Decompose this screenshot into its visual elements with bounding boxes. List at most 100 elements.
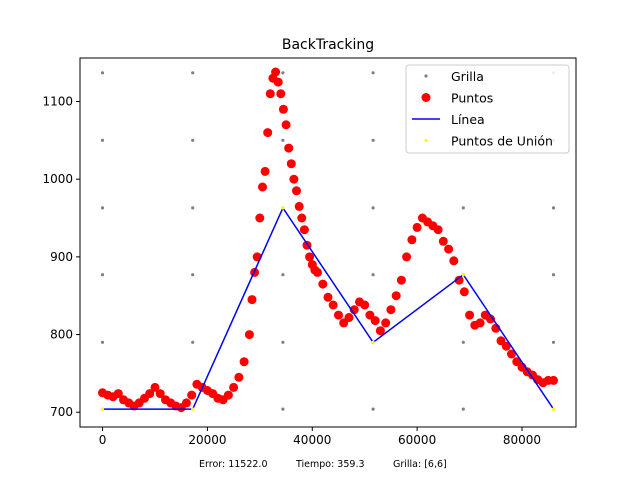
- x-tick-label: 40000: [293, 433, 331, 447]
- data-point: [386, 305, 396, 315]
- grid-point: [371, 407, 375, 411]
- legend-box: [405, 64, 570, 154]
- data-point: [407, 235, 417, 245]
- data-point: [507, 349, 516, 359]
- x-tick-label: 60000: [398, 433, 436, 447]
- data-point: [459, 287, 469, 297]
- joint-point: [191, 407, 195, 411]
- data-point: [263, 128, 273, 138]
- grid-point: [281, 340, 285, 344]
- data-point: [323, 292, 333, 302]
- grid-point: [281, 71, 285, 75]
- data-point: [258, 182, 267, 192]
- data-point: [475, 318, 485, 328]
- grid-point: [100, 206, 105, 210]
- data-point: [281, 120, 291, 130]
- data-point: [145, 389, 155, 399]
- data-point: [234, 372, 244, 382]
- grid-point: [371, 138, 375, 142]
- data-point: [449, 256, 459, 266]
- footer-time: Tiempo: 359.3: [295, 459, 365, 470]
- grid-point: [371, 273, 375, 277]
- grid-point: [371, 206, 375, 210]
- data-point: [381, 318, 391, 328]
- data-point: [444, 244, 454, 254]
- grid-point: [100, 340, 105, 344]
- y-tick-label: 700: [50, 405, 73, 419]
- grid-point: [281, 273, 285, 277]
- data-point: [549, 375, 558, 385]
- grid-point: [551, 206, 556, 210]
- data-point: [292, 186, 301, 196]
- data-point: [396, 275, 406, 285]
- data-point: [155, 389, 165, 399]
- data-point: [244, 330, 254, 340]
- data-point: [276, 89, 286, 99]
- axes: 0 20000 40000 60000 80000 700 800 900 1000 1100: [42, 95, 541, 447]
- data-point: [360, 300, 370, 310]
- series-line: [102, 206, 555, 410]
- footer-error: Error: 11522.0: [199, 459, 268, 470]
- grid-point: [461, 340, 465, 344]
- data-point: [286, 159, 296, 169]
- data-point: [223, 390, 233, 400]
- grid-point: [461, 407, 465, 411]
- data-point: [313, 267, 322, 277]
- grid-point: [551, 273, 556, 277]
- joint-point: [371, 340, 375, 344]
- joint-point: [461, 273, 465, 277]
- legend-label: Puntos de Unión: [451, 134, 553, 149]
- data-point: [375, 326, 385, 336]
- grid-point: [371, 71, 375, 75]
- legend: Grilla Puntos Línea Puntos de Unión: [405, 64, 570, 154]
- data-point: [334, 310, 343, 320]
- grid-point: [191, 340, 195, 344]
- legend-marker: [421, 93, 431, 102]
- legend-marker: [424, 138, 428, 143]
- legend-label: Puntos: [451, 91, 493, 106]
- data-point: [433, 225, 443, 235]
- x-tick-label: 20000: [188, 433, 226, 447]
- data-point: [273, 77, 283, 87]
- plot-area: [98, 67, 558, 413]
- data-point: [318, 279, 328, 289]
- data-point: [328, 300, 338, 310]
- data-point: [299, 225, 309, 235]
- grid-point: [281, 138, 285, 142]
- grid-point: [191, 71, 195, 75]
- legend-label: Grilla: [451, 69, 484, 84]
- data-point: [271, 67, 281, 77]
- data-point: [278, 104, 288, 114]
- grid-point: [191, 273, 195, 277]
- y-tick-label: 800: [50, 328, 73, 342]
- data-point: [113, 389, 123, 399]
- data-point: [501, 341, 511, 351]
- data-point: [412, 222, 422, 232]
- grid-point: [191, 206, 195, 210]
- data-point: [255, 213, 265, 223]
- x-tick-label: 0: [99, 433, 107, 447]
- data-point: [465, 310, 475, 320]
- footer-grid: Grilla: [6,6]: [393, 459, 447, 470]
- data-point: [370, 316, 380, 326]
- data-point: [229, 382, 239, 392]
- plot-frame: [79, 57, 577, 428]
- data-point: [260, 166, 270, 176]
- data-point: [289, 174, 299, 184]
- x-tick-label: 80000: [503, 433, 541, 447]
- data-point: [305, 252, 315, 262]
- data-point: [294, 201, 304, 211]
- legend-label: Línea: [451, 112, 485, 127]
- data-point: [150, 382, 160, 392]
- grid-point: [281, 407, 285, 411]
- y-tick-label: 1000: [42, 172, 73, 186]
- data-point: [438, 236, 448, 246]
- data-point: [486, 314, 495, 324]
- joint-point: [281, 206, 285, 210]
- data-point: [391, 291, 401, 301]
- grid-point: [551, 340, 556, 344]
- data-point: [454, 275, 464, 285]
- data-point: [284, 143, 294, 153]
- data-point: [297, 213, 307, 223]
- grid-point: [461, 206, 465, 210]
